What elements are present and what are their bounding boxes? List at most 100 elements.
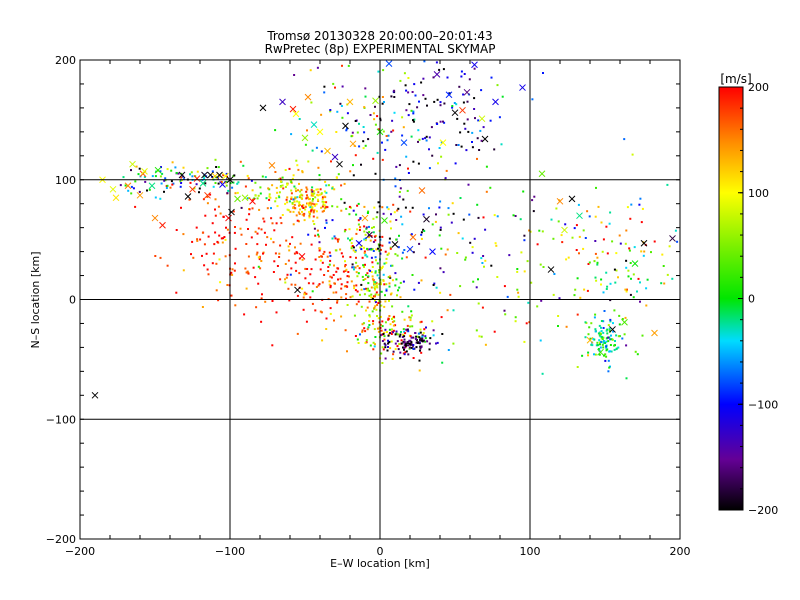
data-point: [606, 285, 609, 288]
data-point: [437, 162, 439, 165]
data-point: [302, 308, 305, 311]
data-point: [609, 299, 612, 302]
data-point: [398, 164, 401, 167]
data-point: [600, 326, 602, 329]
data-point: [368, 320, 371, 322]
data-point: [365, 287, 367, 290]
data-point: [399, 187, 402, 190]
data-point: [295, 251, 298, 254]
data-point: [422, 213, 425, 216]
data-point: [203, 177, 206, 180]
cross-marker: [640, 239, 648, 247]
cross-marker: [547, 266, 555, 273]
data-point: [381, 158, 384, 161]
data-point: [320, 150, 323, 153]
data-point: [179, 185, 182, 188]
data-point: [252, 266, 255, 269]
data-point: [376, 151, 379, 154]
data-point: [480, 257, 483, 260]
data-point: [312, 210, 315, 213]
data-point: [217, 299, 220, 302]
data-point: [594, 276, 597, 279]
data-point: [608, 222, 611, 225]
cross-marker: [294, 286, 301, 294]
data-point: [299, 194, 302, 197]
data-point: [501, 95, 504, 98]
data-point: [594, 330, 597, 333]
data-point: [369, 239, 372, 242]
data-point: [593, 260, 596, 263]
data-point: [385, 283, 388, 286]
data-point: [257, 265, 260, 268]
data-point: [340, 283, 343, 286]
data-point: [601, 336, 604, 339]
data-point: [323, 85, 326, 88]
data-point: [344, 228, 347, 231]
data-point: [372, 240, 375, 243]
data-point: [375, 308, 378, 311]
data-point: [360, 248, 363, 251]
data-point: [352, 249, 355, 252]
data-point: [376, 315, 378, 317]
data-point: [471, 246, 474, 249]
cross-marker: [519, 84, 526, 91]
data-point: [308, 212, 311, 215]
data-point: [298, 212, 301, 215]
data-point: [377, 70, 380, 73]
data-point: [227, 189, 230, 192]
data-point: [494, 242, 497, 245]
data-point: [175, 291, 178, 294]
data-point: [250, 179, 253, 182]
data-point: [364, 95, 367, 98]
data-point: [439, 291, 442, 294]
data-point: [355, 261, 358, 264]
data-point: [372, 280, 375, 283]
data-point: [373, 206, 376, 209]
cross-marker: [418, 187, 426, 194]
data-point: [292, 206, 295, 209]
data-point: [363, 293, 366, 296]
colorbar-tick-label: 0: [748, 293, 755, 306]
data-point: [451, 202, 454, 205]
data-point: [325, 191, 328, 194]
data-point: [375, 291, 378, 294]
data-point: [374, 293, 377, 296]
data-point: [368, 225, 370, 228]
data-point: [496, 215, 499, 218]
cross-marker: [372, 97, 379, 105]
data-point: [340, 287, 343, 290]
cross-marker: [124, 182, 132, 190]
data-point: [454, 162, 457, 165]
data-point: [337, 240, 339, 243]
data-point: [365, 226, 368, 229]
data-point: [143, 176, 146, 178]
data-point: [594, 353, 597, 356]
data-point: [329, 259, 332, 262]
data-point: [382, 130, 385, 133]
data-point: [606, 332, 609, 335]
data-point: [223, 236, 226, 238]
data-point: [377, 317, 380, 320]
data-point: [321, 281, 324, 284]
data-point: [328, 283, 331, 286]
data-point: [219, 212, 222, 215]
cross-marker: [129, 160, 136, 168]
data-point: [159, 170, 162, 173]
data-point: [276, 265, 279, 267]
data-point: [523, 234, 526, 237]
data-point: [629, 217, 632, 220]
data-point: [358, 229, 361, 231]
data-point: [316, 229, 319, 232]
chart-subtitle: RwPretec (8p) EXPERIMENTAL SKYMAP: [265, 42, 496, 56]
data-point: [312, 194, 315, 197]
cross-marker: [292, 110, 300, 118]
cross-marker: [222, 172, 229, 180]
data-point: [329, 312, 332, 315]
data-point: [508, 254, 511, 257]
data-point: [392, 129, 395, 132]
data-point: [323, 274, 326, 276]
data-point: [676, 240, 679, 243]
data-point: [602, 341, 605, 344]
